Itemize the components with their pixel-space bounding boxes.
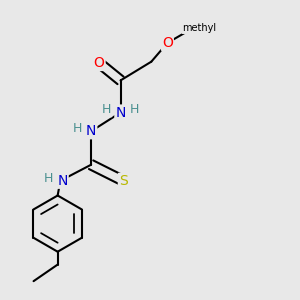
- Text: H: H: [102, 103, 111, 116]
- Text: H: H: [129, 103, 139, 116]
- Text: O: O: [162, 36, 173, 50]
- Text: H: H: [44, 172, 53, 184]
- Text: N: N: [116, 106, 126, 119]
- Text: N: N: [86, 124, 96, 138]
- Text: S: S: [119, 174, 128, 188]
- Text: N: N: [57, 174, 68, 188]
- Text: methyl: methyl: [182, 23, 217, 33]
- Text: O: O: [94, 56, 105, 70]
- Text: H: H: [73, 122, 82, 135]
